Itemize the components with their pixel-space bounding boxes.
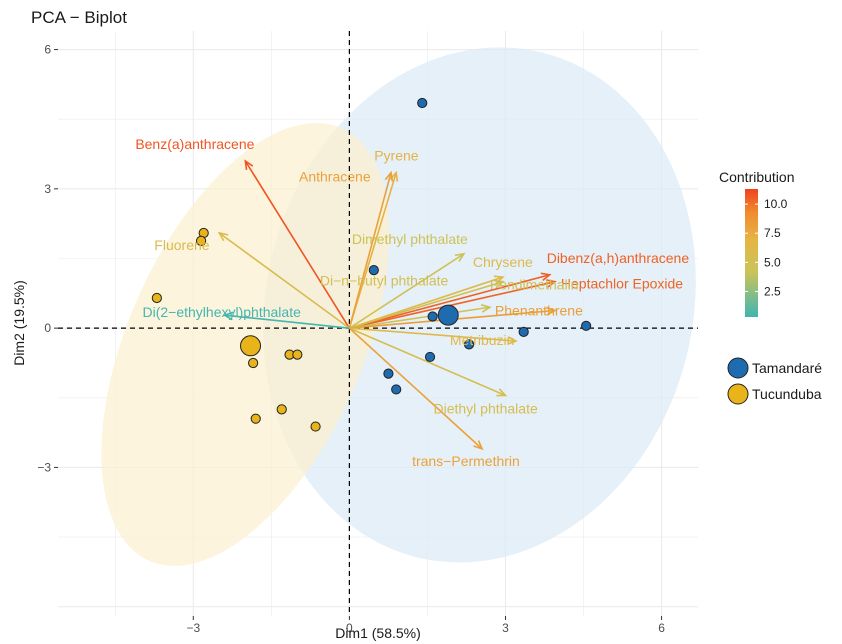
y-axis-ticks: −3 0 3 6 (37, 43, 58, 474)
arrow-head (244, 159, 254, 171)
colorbar-tick-label: 2.5 (764, 284, 781, 298)
x-tick-label: 6 (658, 621, 665, 635)
legend-label-tamandare: Tamandaré (752, 360, 822, 376)
data-point (195, 235, 207, 246)
arrow-line (349, 327, 506, 397)
variable-label: Di(2−ethylhexyl)phthalate (143, 304, 302, 320)
x-tick-label: 0 (346, 621, 353, 635)
x-axis-title: Dim1 (58.5%) (335, 625, 421, 641)
variable-label: Benz(a)anthracene (135, 136, 254, 152)
arrow-line (349, 273, 550, 329)
y-tick-label: 0 (44, 321, 51, 335)
variable-label: Pendimethalin (490, 276, 579, 292)
arrow-line (349, 280, 504, 329)
contribution-colorbar (745, 189, 758, 317)
contribution-legend-title: Contribution (719, 169, 795, 185)
variable-label: Dimethyl phthalate (352, 231, 468, 247)
data-point (463, 339, 475, 350)
arrow-line (224, 314, 350, 329)
legend-key-tucunduba (727, 383, 749, 405)
y-axis-title: Dim2 (19.5%) (11, 280, 27, 366)
x-tick-label: 3 (502, 621, 509, 635)
data-point (518, 326, 529, 337)
data-point (310, 421, 321, 432)
arrow-head (217, 231, 229, 242)
arrow-line (348, 172, 397, 329)
y-tick-label: −3 (37, 460, 51, 474)
variable-label: Heptachlor Epoxide (561, 276, 683, 292)
colorbar-ticks: 10.0 7.5 5.0 2.5 (745, 197, 788, 298)
variable-label: trans−Permethrin (412, 453, 520, 469)
chart-title: PCA − Biplot (31, 8, 127, 27)
data-point (276, 404, 287, 415)
individual-points (151, 97, 592, 432)
arrow-head (545, 279, 557, 288)
arrow-head (473, 440, 484, 451)
variable-label: Diethyl phthalate (433, 400, 538, 416)
y-tick-label: 6 (44, 43, 51, 57)
arrow-head (384, 170, 394, 182)
contribution-legend: Contribution 10.0 7.5 5.0 2.5 (719, 169, 795, 317)
data-point (581, 320, 592, 331)
arrow-head (493, 279, 505, 289)
variable-label: Chrysene (473, 254, 533, 270)
data-point (151, 292, 162, 304)
colorbar-tick-label: 7.5 (764, 226, 781, 240)
arrow-line (244, 160, 351, 329)
arrow-line (349, 280, 556, 329)
colorbar-tick-label: 5.0 (764, 255, 781, 269)
arrow-line (348, 172, 392, 329)
arrow-line (348, 327, 483, 450)
arrow-head (480, 304, 492, 313)
data-point (427, 311, 438, 322)
arrow-head (546, 306, 557, 316)
arrow-line (218, 232, 350, 329)
x-axis-ticks: −3 0 3 6 (186, 616, 665, 635)
data-point (383, 368, 394, 379)
variable-label: Anthracene (299, 169, 371, 185)
variable-label: Phenanthrene (495, 303, 583, 319)
legend-key-tamandare (727, 357, 749, 379)
group-mean-point (437, 304, 459, 326)
data-point (391, 384, 402, 395)
x-tick-label: −3 (186, 621, 200, 635)
data-point (292, 349, 303, 360)
data-point (250, 413, 261, 424)
variable-label: Dibenz(a,h)anthracene (547, 250, 690, 266)
arrow-line (348, 253, 465, 329)
arrow-line (349, 327, 516, 342)
colorbar-tick-label: 10.0 (764, 197, 788, 211)
data-point (368, 265, 379, 276)
group-legend: Tamandaré Tucunduba (727, 357, 822, 405)
arrow-line (349, 306, 490, 329)
variable-label: Fluorene (154, 237, 209, 253)
data-point (424, 351, 436, 363)
arrow-head (540, 272, 552, 282)
variable-arrows (217, 159, 557, 451)
reference-lines (58, 31, 698, 616)
arrow-head (507, 336, 518, 345)
group-mean-point (240, 335, 262, 357)
arrow-head (222, 311, 234, 321)
variable-label: Di−n−butyl phthalate (320, 273, 449, 289)
legend-label-tucunduba: Tucunduba (752, 386, 822, 402)
data-point (417, 97, 428, 109)
variable-label: Metribuzin (450, 332, 515, 348)
data-point (248, 357, 259, 369)
arrow-head (454, 252, 466, 262)
arrow-head (496, 388, 508, 397)
y-tick-label: 3 (44, 182, 51, 196)
variable-label: Pyrene (374, 148, 419, 164)
